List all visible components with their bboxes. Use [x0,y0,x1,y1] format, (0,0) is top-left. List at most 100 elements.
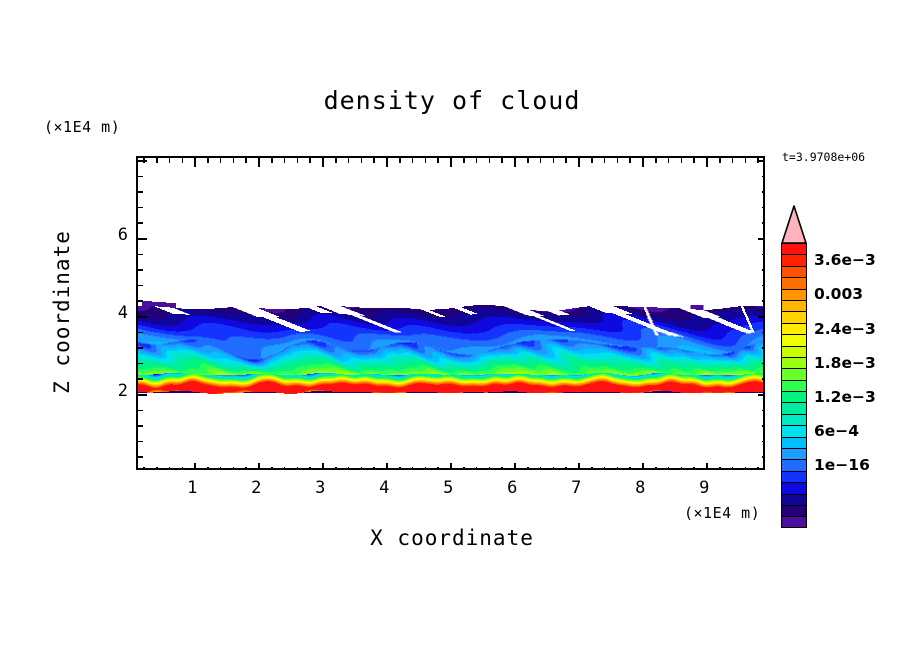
colorbar-band [781,288,807,300]
x-tick-label: 3 [315,478,326,498]
axis-tick [322,158,324,167]
axis-tick [424,158,427,163]
axis-tick [539,158,542,163]
axis-tick [475,158,478,163]
axis-tick [386,158,388,167]
colorbar-band [781,311,807,323]
axis-tick [138,237,147,240]
colorbar-label: 3.6e−3 [814,251,876,270]
y-tick-label: 6 [117,224,128,245]
axis-tick [360,467,363,468]
colorbar-label: 0.003 [814,285,864,304]
axis-tick [744,158,747,163]
axis-tick [762,175,763,178]
colorbar-band [781,413,807,426]
chart-title: density of cloud [323,86,581,115]
axis-tick [629,467,632,468]
axis-tick [616,158,619,163]
axis-tick [744,467,747,468]
axis-tick [527,158,529,163]
axis-tick [762,191,763,193]
axis-tick [757,467,759,468]
axis-tick [138,269,143,271]
axis-tick [271,158,273,163]
density-field [138,158,763,468]
axis-tick [283,158,286,163]
axis-tick [138,393,147,396]
axis-tick [309,467,312,468]
axis-tick [758,159,763,162]
axis-tick [138,253,143,256]
axis-tick [706,463,708,468]
axis-tick [437,467,440,468]
colorbar-band [781,436,807,449]
axis-tick [138,409,143,412]
axis-tick [642,463,644,468]
axis-tick [762,284,763,287]
axis-tick [219,158,222,163]
colorbar-label: 6e−4 [814,422,860,441]
colorbar-band [781,470,807,483]
colorbar-band [781,345,807,357]
axis-tick [138,425,143,427]
colorbar-band [781,243,807,255]
axis-tick [271,467,273,468]
axis-tick [138,222,143,224]
axis-tick [138,440,143,443]
colorbar-band [781,277,807,289]
axis-tick [207,467,209,468]
contour-plot-area [136,156,765,470]
axis-tick [603,158,606,163]
axis-tick [399,158,401,163]
axis-tick [578,158,580,167]
axis-tick [693,158,695,163]
axis-tick [527,467,529,468]
colorbar-band [781,516,807,528]
axis-tick [758,237,763,240]
axis-tick [731,158,734,163]
axis-tick [138,362,143,365]
x-tick-label: 7 [571,478,582,498]
axis-tick [181,158,184,163]
axis-tick [762,425,763,427]
colorbar-band [781,379,807,392]
axis-tick [347,467,350,468]
colorbar-band [781,254,807,266]
colorbar-band [781,322,807,335]
colorbar-label: 1e−16 [814,456,870,475]
axis-tick [138,159,147,162]
axis-tick [591,467,593,468]
axis-tick [762,456,763,458]
axis-tick [762,269,763,271]
axis-tick [232,467,235,468]
axis-tick [591,158,593,163]
axis-tick [360,158,363,163]
axis-tick [309,158,312,163]
x-tick-label: 2 [251,478,262,498]
x-tick-label: 5 [443,478,454,498]
axis-tick [693,467,695,468]
colorbar-label: 2.4e−3 [814,319,876,338]
colorbar-label: 1.2e−3 [814,387,876,406]
axis-tick [667,158,670,163]
y-tick-label: 2 [117,380,128,401]
axis-tick [168,158,171,163]
x-axis-unit-label: (×1E4 m) [684,504,761,522]
axis-tick [758,315,763,318]
axis-tick [603,467,606,468]
axis-tick [680,467,683,468]
colorbar [781,243,807,528]
axis-tick [719,467,721,468]
colorbar-band [781,482,807,494]
axis-tick [347,158,350,163]
axis-tick [762,362,763,365]
axis-tick [552,467,555,468]
axis-tick [514,158,516,167]
axis-tick [138,284,143,287]
axis-tick [565,467,568,468]
axis-tick [335,158,337,163]
axis-tick [475,467,478,468]
colorbar-band [781,448,807,460]
axis-tick [642,158,644,167]
axis-tick [138,331,143,334]
